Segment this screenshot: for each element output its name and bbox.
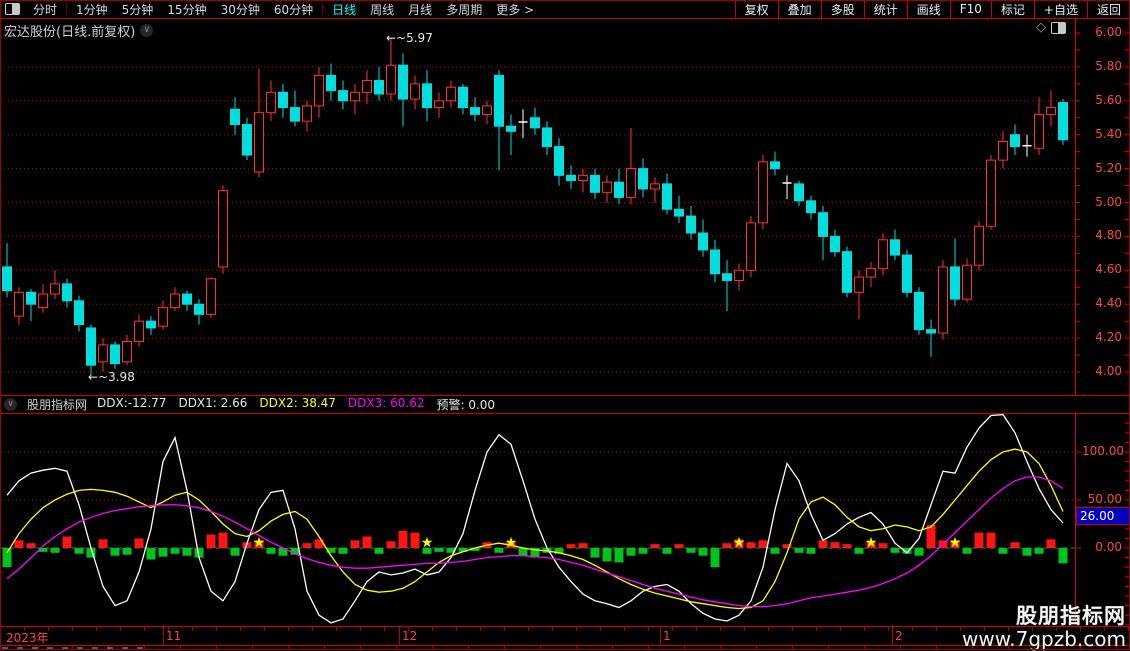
ddx-line-white — [6, 414, 1064, 624]
chart-corner-icons: ◇ — [1036, 21, 1066, 34]
diamond-icon[interactable]: ◇ — [1036, 20, 1046, 35]
signal-stars: ★ ★ ★ ★ ★ ★ — [253, 535, 962, 551]
toolbar-separator — [322, 3, 324, 15]
toolbar-button-mark[interactable]: 标记 — [990, 0, 1034, 18]
candlesticks — [2, 38, 1068, 376]
date-axis-label: 1 — [663, 629, 671, 643]
signal-star-icon: ★ — [505, 535, 518, 551]
bottom-tick-strip — [0, 646, 1130, 650]
ddx-bars — [2, 524, 1068, 568]
chart-title-row: 宏达股份(日线.前复权) ∨ — [4, 21, 154, 40]
toolbar-button-statistics[interactable]: 统计 — [863, 0, 907, 18]
period-item-15min[interactable]: 15分钟 — [167, 2, 207, 17]
toolbar-buttons: 复权 叠加 多股 统计 画线 F10 标记 +自选 返回 — [734, 0, 1130, 18]
period-menu: 分时 1分钟 5分钟 15分钟 30分钟 60分钟 日线 周线 月线 多周期 更多 > — [26, 0, 541, 18]
split-pane-icon[interactable] — [1051, 21, 1066, 34]
period-item-5min[interactable]: 5分钟 — [121, 2, 154, 17]
indicator-readout: 预警: 0.00 — [436, 398, 496, 412]
price-axis-lines — [1075, 19, 1129, 396]
period-item-60min[interactable]: 60分钟 — [273, 2, 314, 17]
chart-title: 宏达股份(日线.前复权) — [4, 25, 136, 40]
toolbar-button-draw-line[interactable]: 画线 — [906, 0, 950, 18]
period-item-1min[interactable]: 1分钟 — [76, 2, 108, 17]
split-window-icon[interactable] — [5, 3, 20, 15]
month-separator — [892, 627, 893, 645]
toolbar-button-back[interactable]: 返回 — [1086, 0, 1130, 18]
date-axis-label: 11 — [166, 629, 182, 643]
latest-value-box: 26.00 — [1076, 507, 1130, 525]
signal-star-icon: ★ — [733, 535, 746, 551]
signal-star-icon: ★ — [949, 535, 962, 551]
date-axis-label: 2023年 — [6, 631, 49, 645]
month-separator — [660, 627, 661, 645]
ddx-line-yellow — [6, 448, 1064, 610]
signal-star-icon: ★ — [253, 535, 266, 551]
indicator-header: ∨ 股朋指标网 DDX:-12.77 DDX1: 2.66 DDX2: 38.47 D… — [0, 395, 1130, 414]
period-item-weekly[interactable]: 周线 — [370, 2, 395, 17]
indicator-source: 股朋指标网 — [27, 398, 88, 412]
toolbar-button-adjust[interactable]: 复权 — [734, 0, 778, 18]
date-axis: 2023年 11 12 1 2 — [0, 626, 1130, 646]
period-item-30min[interactable]: 30分钟 — [220, 2, 260, 17]
date-axis-label: 2 — [895, 629, 903, 643]
ddx-lines — [6, 414, 1064, 624]
toolbar-button-multi-stock[interactable]: 多股 — [820, 0, 864, 18]
period-item-more[interactable]: 更多 > — [496, 2, 535, 17]
toolbar-separator — [66, 3, 68, 15]
clipped-statusbar-text — [2, 647, 152, 649]
month-separator — [163, 627, 164, 645]
indicator-gridlines — [0, 451, 1075, 501]
low-price-annotation: ←~3.98 — [88, 370, 135, 384]
toolbar: 分时 1分钟 5分钟 15分钟 30分钟 60分钟 日线 周线 月线 多周期 更多 > 复权 叠加 多股… — [0, 0, 1130, 19]
toolbar-button-add-watchlist[interactable]: +自选 — [1033, 0, 1087, 18]
chevron-down-circle-icon[interactable]: ∨ — [4, 398, 17, 411]
indicator-readouts: DDX:-12.77 DDX1: 2.66 DDX2: 38.47 DDX3: 60.… — [97, 396, 495, 413]
high-price-annotation: ←~5.97 — [386, 31, 433, 45]
indicator-canvas[interactable]: ★ ★ ★ ★ ★ ★ — [0, 414, 1130, 625]
signal-star-icon: ★ — [865, 535, 878, 551]
toolbar-button-overlay[interactable]: 叠加 — [777, 0, 821, 18]
date-axis-label: 12 — [402, 629, 418, 643]
month-separator — [399, 627, 400, 645]
indicator-readout: DDX3: 60.62 — [347, 396, 425, 410]
chevron-down-circle-icon[interactable]: ∨ — [140, 24, 154, 37]
period-item-multi-period[interactable]: 多周期 — [446, 2, 483, 17]
indicator-readout: DDX2: 38.47 — [259, 396, 336, 410]
ddx-line-magenta — [6, 476, 1064, 608]
indicator-readout: DDX1: 2.66 — [178, 396, 248, 410]
indicator-readout: DDX:-12.77 — [97, 396, 167, 410]
toolbar-button-f10[interactable]: F10 — [949, 0, 991, 18]
indicator-axis-lines — [1075, 414, 1129, 625]
period-item-intraday[interactable]: 分时 — [33, 2, 58, 17]
candlestick-canvas[interactable] — [0, 19, 1130, 396]
signal-star-icon: ★ — [421, 535, 434, 551]
period-item-monthly[interactable]: 月线 — [408, 2, 433, 17]
period-item-daily[interactable]: 日线 — [332, 2, 357, 17]
